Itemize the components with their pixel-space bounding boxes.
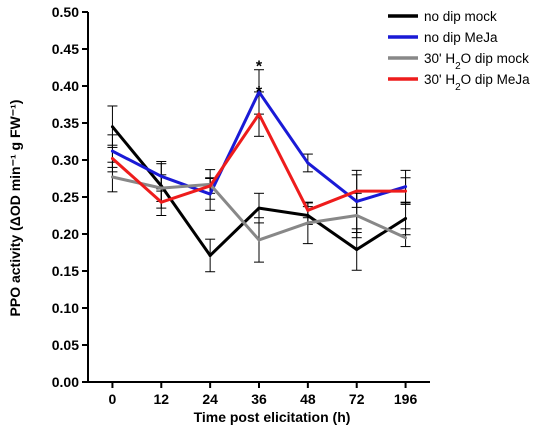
data-point (306, 208, 310, 212)
y-tick-label: 0.05 (52, 337, 79, 353)
legend-label: no dip MeJa (424, 30, 498, 45)
legend-label: 30' H2O dip MeJa (424, 72, 530, 93)
y-tick-label: 0.20 (52, 226, 79, 242)
data-point (306, 214, 310, 217)
data-point (208, 184, 212, 188)
data-point (208, 253, 212, 257)
significance-marker: * (256, 84, 263, 101)
y-tick-label: 0.40 (52, 78, 79, 94)
y-tick-label: 0.50 (52, 4, 79, 20)
data-point (404, 236, 408, 240)
x-tick-label: 196 (394, 391, 418, 407)
data-point (159, 186, 163, 190)
x-axis-title: Time post elicitation (h) (194, 409, 351, 425)
data-point (355, 214, 359, 217)
data-point (404, 189, 408, 193)
data-point (110, 125, 114, 129)
annotation-layer: ** (256, 58, 263, 101)
legend-label: no dip mock (424, 9, 497, 24)
data-point (306, 161, 310, 165)
data-point (355, 199, 359, 203)
data-point (355, 248, 359, 252)
x-tick-label: 12 (153, 391, 169, 407)
y-tick-label: 0.15 (52, 263, 79, 279)
data-point (257, 206, 261, 210)
y-axis-title: PPO activity (ΔOD min⁻¹ g FW⁻¹) (7, 100, 23, 317)
data-point (257, 90, 261, 94)
x-tick-label: 36 (251, 391, 267, 407)
legend-label: 30' H2O dip mock (424, 51, 529, 72)
data-point (257, 112, 261, 116)
x-tick-label: 0 (109, 391, 117, 407)
data-point (257, 238, 261, 242)
data-point (355, 189, 359, 193)
x-tick-label: 72 (349, 391, 365, 407)
y-tick-label: 0.10 (52, 300, 79, 316)
data-point (159, 174, 163, 178)
series-layer (107, 69, 411, 273)
data-point (110, 149, 114, 153)
data-point (404, 185, 408, 189)
y-tick-label: 0.35 (52, 115, 79, 131)
data-point (159, 200, 163, 204)
data-point (208, 192, 212, 196)
x-tick-label: 48 (300, 391, 316, 407)
data-point (404, 216, 408, 220)
y-tick-label: 0.30 (52, 152, 79, 168)
y-tick-label: 0.25 (52, 189, 79, 205)
data-point (110, 157, 114, 161)
axes-layer: 0.00 0.05 0.10 0.15 0.20 0.25 0.30 0.35 0.40 0.45… (52, 4, 430, 407)
y-tick-label: 0.45 (52, 41, 79, 57)
data-point (306, 221, 310, 225)
x-tick-label: 24 (202, 391, 218, 407)
significance-marker: * (256, 58, 263, 75)
legend: no dip mock no dip MeJa 30' H2O dip mock30… (388, 9, 530, 93)
y-tick-label: 0.00 (52, 374, 79, 390)
data-point (110, 175, 114, 179)
